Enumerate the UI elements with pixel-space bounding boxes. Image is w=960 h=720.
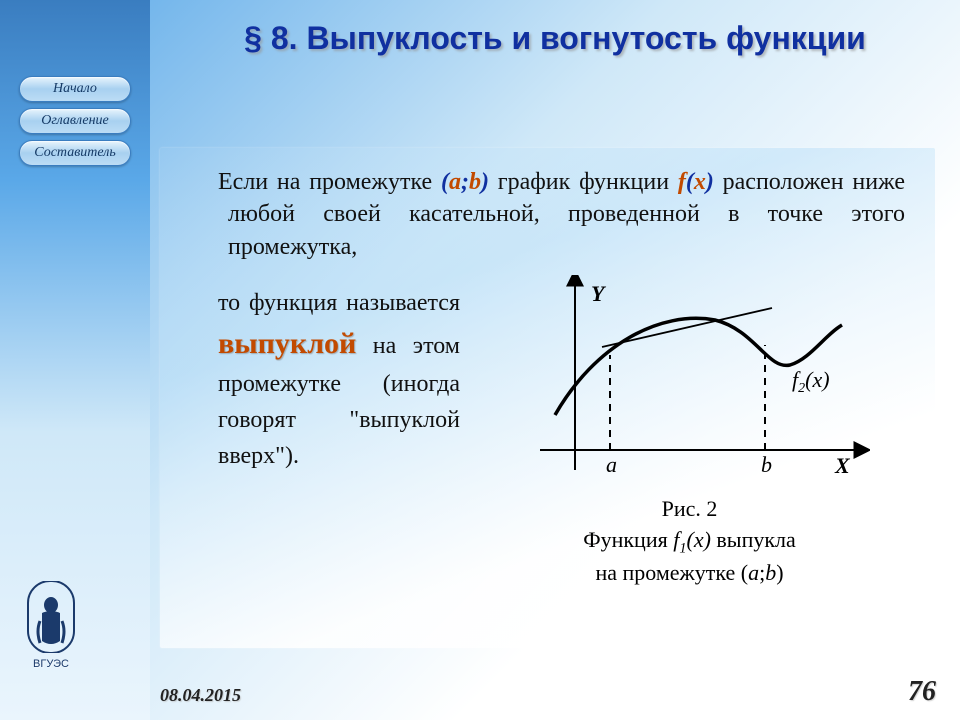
interval-sep: ; (461, 169, 469, 195)
caption-sub: 1 (679, 540, 686, 556)
footer-date: 08.04.2015 (160, 685, 241, 706)
x-axis-label: X (834, 453, 851, 478)
convex-word: выпуклой (218, 327, 356, 360)
caption-bb: b (765, 560, 776, 585)
paren-close: ) (481, 169, 489, 195)
caption-close: ) (776, 560, 783, 585)
nav-author-button[interactable]: Составитель (19, 140, 131, 166)
content-box: Если на промежутке (a;b) график функции … (160, 148, 935, 648)
footer-page-number: 76 (908, 676, 936, 708)
fx-close: ) (706, 169, 714, 195)
nav-toc-button[interactable]: Оглавление (19, 108, 131, 134)
tangent-line (602, 308, 772, 347)
fx-f: f (678, 169, 686, 195)
caption-l3a: на промежутке ( (595, 560, 748, 585)
nav-start-button[interactable]: Начало (19, 76, 131, 102)
interval-b: b (469, 169, 481, 195)
caption-l2b: выпукла (711, 527, 796, 552)
caption-aa: a (748, 560, 759, 585)
figure-caption: Рис. 2 Функция f1(x) выпукла на промежут… (474, 494, 905, 589)
p2-line1: то функция называется (218, 290, 460, 316)
paragraph-2: то функция называется выпуклой на этом п… (190, 285, 460, 589)
paren-open: ( (441, 169, 449, 195)
f2-label: f2(x) (792, 367, 830, 396)
curve (555, 318, 842, 415)
logo: ВГУЭС (22, 581, 80, 670)
main-area: § 8. Выпуклость и вогнутость функции Есл… (150, 0, 960, 720)
caption-l2a: Функция (583, 527, 673, 552)
logo-text: ВГУЭС (22, 658, 80, 670)
b-tick-label: b (761, 452, 772, 477)
paragraph-1: Если на промежутке (a;b) график функции … (190, 166, 905, 263)
row-2: то функция называется выпуклой на этом п… (190, 285, 905, 589)
slide-title: § 8. Выпуклость и вогнутость функции (205, 18, 905, 58)
p1-mid: график функции (489, 169, 678, 195)
a-tick-label: a (606, 452, 617, 477)
interval-a: a (449, 169, 461, 195)
fx-open: ( (686, 169, 694, 195)
fx-x: x (694, 169, 706, 195)
caption-x: (x) (687, 527, 711, 552)
caption-fig: Рис. 2 (662, 496, 718, 521)
university-logo-icon (22, 581, 80, 653)
y-axis-label: Y (591, 281, 607, 306)
sidebar: Начало Оглавление Составитель ВГУЭС (0, 0, 150, 720)
concavity-graph: Y X a b f2(x) (510, 275, 870, 490)
graph-column: Y X a b f2(x) Рис. 2 Функция f1(x) выпук… (474, 285, 905, 589)
p1-prefix: Если на промежутке (218, 169, 441, 195)
